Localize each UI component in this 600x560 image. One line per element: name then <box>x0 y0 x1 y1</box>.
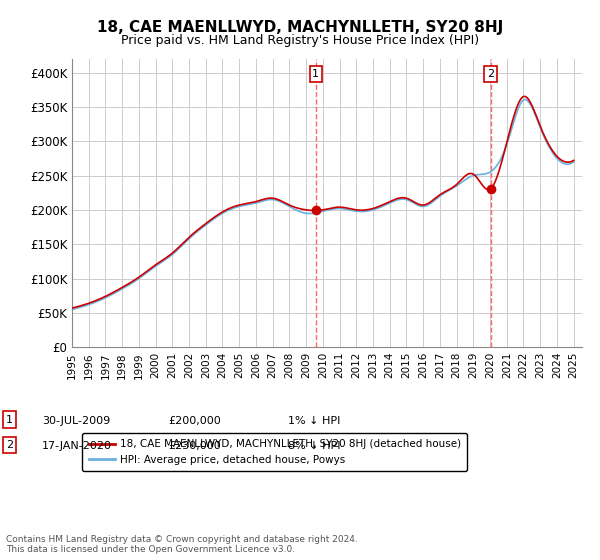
Text: £230,000: £230,000 <box>168 441 221 451</box>
Text: 1: 1 <box>312 69 319 79</box>
Text: 17-JAN-2020: 17-JAN-2020 <box>42 441 112 451</box>
Legend: 18, CAE MAENLLWYD, MACHYNLLETH, SY20 8HJ (detached house), HPI: Average price, d: 18, CAE MAENLLWYD, MACHYNLLETH, SY20 8HJ… <box>82 433 467 471</box>
Text: 2: 2 <box>487 69 494 79</box>
Text: 18, CAE MAENLLWYD, MACHYNLLETH, SY20 8HJ: 18, CAE MAENLLWYD, MACHYNLLETH, SY20 8HJ <box>97 20 503 35</box>
Text: 1: 1 <box>6 415 13 425</box>
Text: 8% ↓ HPI: 8% ↓ HPI <box>288 441 341 451</box>
Text: £200,000: £200,000 <box>168 416 221 426</box>
Text: 1% ↓ HPI: 1% ↓ HPI <box>288 416 340 426</box>
Text: Price paid vs. HM Land Registry's House Price Index (HPI): Price paid vs. HM Land Registry's House … <box>121 34 479 46</box>
Text: Contains HM Land Registry data © Crown copyright and database right 2024.
This d: Contains HM Land Registry data © Crown c… <box>6 535 358 554</box>
Text: 2: 2 <box>6 440 13 450</box>
Text: 30-JUL-2009: 30-JUL-2009 <box>42 416 110 426</box>
